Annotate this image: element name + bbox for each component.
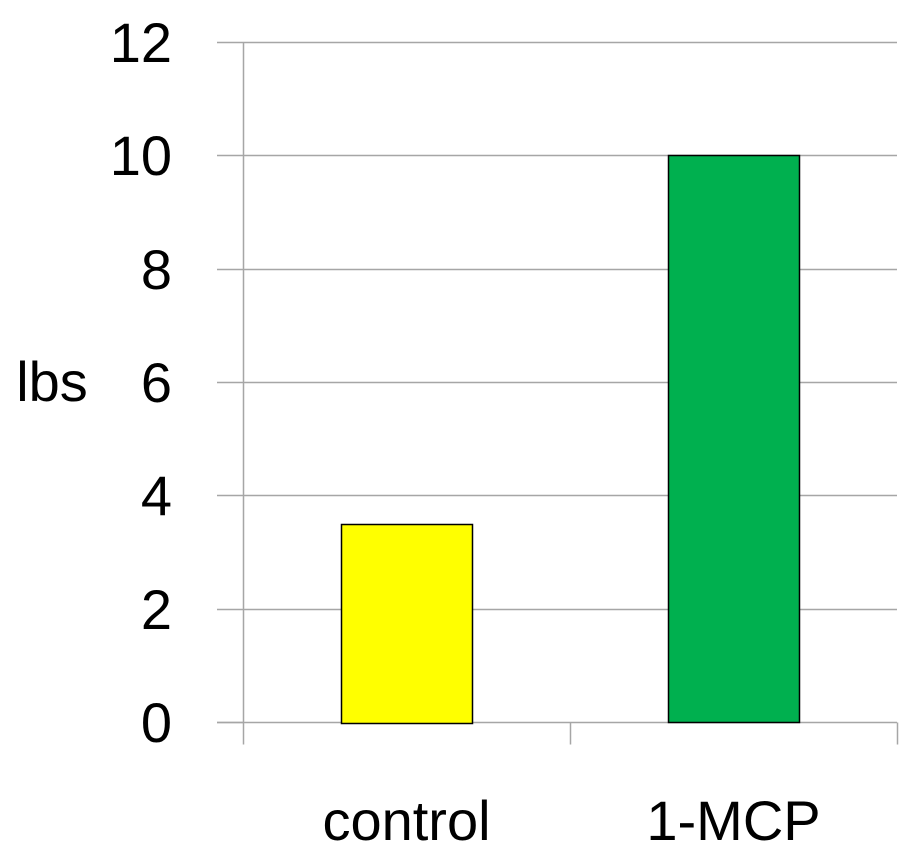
bar-control	[340, 523, 474, 725]
y-tick-label: 10	[110, 124, 172, 187]
y-tick-label: 8	[141, 238, 172, 301]
x-tick-label: 1-MCP	[646, 789, 820, 852]
y-tick-label: 0	[141, 691, 172, 754]
y-tick-label: 6	[141, 351, 172, 414]
bars	[340, 154, 801, 725]
y-tick-labels: 0 2 4 6 8 10 12	[110, 11, 172, 754]
y-tick-label: 4	[141, 464, 172, 527]
y-tick-label: 12	[110, 11, 172, 74]
x-tick-labels: control 1-MCP	[322, 789, 820, 852]
y-axis-title: lbs	[16, 350, 88, 413]
bar-1-mcp	[667, 154, 801, 724]
y-tick-label: 2	[141, 578, 172, 641]
x-tick-label: control	[322, 789, 490, 852]
